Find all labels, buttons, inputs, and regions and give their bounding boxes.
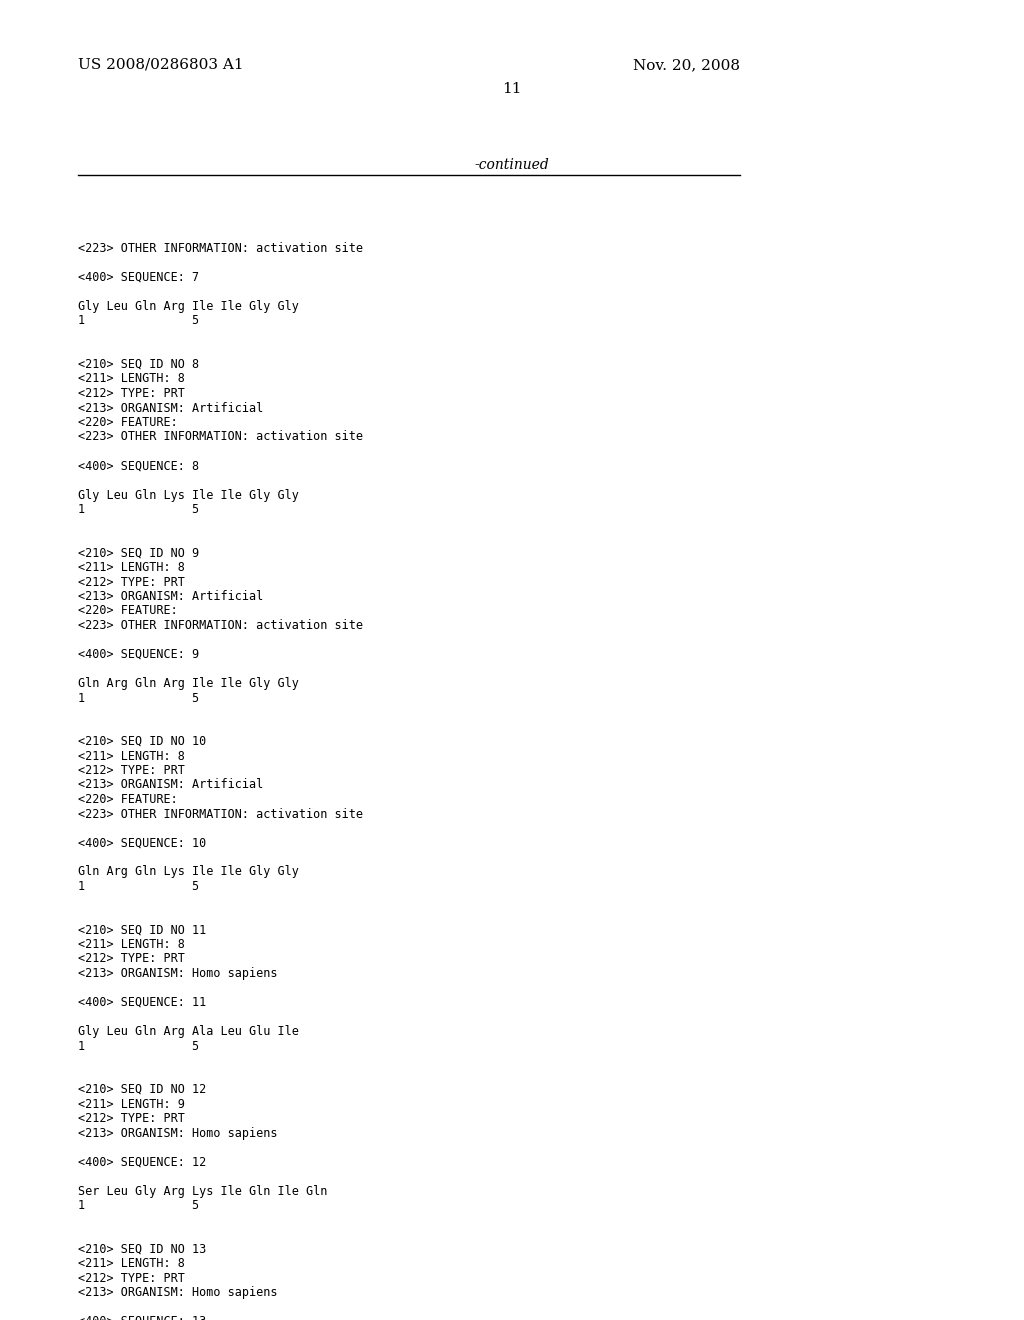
Text: <212> TYPE: PRT: <212> TYPE: PRT bbox=[78, 576, 185, 589]
Text: Ser Leu Gly Arg Lys Ile Gln Ile Gln: Ser Leu Gly Arg Lys Ile Gln Ile Gln bbox=[78, 1184, 328, 1197]
Text: <212> TYPE: PRT: <212> TYPE: PRT bbox=[78, 387, 185, 400]
Text: 1               5: 1 5 bbox=[78, 692, 199, 705]
Text: <223> OTHER INFORMATION: activation site: <223> OTHER INFORMATION: activation site bbox=[78, 242, 362, 255]
Text: <223> OTHER INFORMATION: activation site: <223> OTHER INFORMATION: activation site bbox=[78, 430, 362, 444]
Text: <400> SEQUENCE: 13: <400> SEQUENCE: 13 bbox=[78, 1315, 206, 1320]
Text: <210> SEQ ID NO 12: <210> SEQ ID NO 12 bbox=[78, 1082, 206, 1096]
Text: <220> FEATURE:: <220> FEATURE: bbox=[78, 416, 178, 429]
Text: <212> TYPE: PRT: <212> TYPE: PRT bbox=[78, 1111, 185, 1125]
Text: <211> LENGTH: 8: <211> LENGTH: 8 bbox=[78, 561, 185, 574]
Text: 1               5: 1 5 bbox=[78, 1199, 199, 1212]
Text: <212> TYPE: PRT: <212> TYPE: PRT bbox=[78, 764, 185, 777]
Text: <220> FEATURE:: <220> FEATURE: bbox=[78, 793, 178, 807]
Text: <211> LENGTH: 9: <211> LENGTH: 9 bbox=[78, 1097, 185, 1110]
Text: <211> LENGTH: 8: <211> LENGTH: 8 bbox=[78, 1257, 185, 1270]
Text: <211> LENGTH: 8: <211> LENGTH: 8 bbox=[78, 750, 185, 763]
Text: <212> TYPE: PRT: <212> TYPE: PRT bbox=[78, 953, 185, 965]
Text: <213> ORGANISM: Artificial: <213> ORGANISM: Artificial bbox=[78, 779, 263, 792]
Text: US 2008/0286803 A1: US 2008/0286803 A1 bbox=[78, 58, 244, 73]
Text: <400> SEQUENCE: 8: <400> SEQUENCE: 8 bbox=[78, 459, 199, 473]
Text: <400> SEQUENCE: 11: <400> SEQUENCE: 11 bbox=[78, 997, 206, 1008]
Text: Gly Leu Gln Arg Ala Leu Glu Ile: Gly Leu Gln Arg Ala Leu Glu Ile bbox=[78, 1026, 299, 1038]
Text: <213> ORGANISM: Homo sapiens: <213> ORGANISM: Homo sapiens bbox=[78, 1126, 278, 1139]
Text: <210> SEQ ID NO 10: <210> SEQ ID NO 10 bbox=[78, 735, 206, 748]
Text: 1               5: 1 5 bbox=[78, 880, 199, 894]
Text: Gln Arg Gln Lys Ile Ile Gly Gly: Gln Arg Gln Lys Ile Ile Gly Gly bbox=[78, 866, 299, 879]
Text: Gly Leu Gln Arg Ile Ile Gly Gly: Gly Leu Gln Arg Ile Ile Gly Gly bbox=[78, 300, 299, 313]
Text: 1               5: 1 5 bbox=[78, 314, 199, 327]
Text: <400> SEQUENCE: 7: <400> SEQUENCE: 7 bbox=[78, 271, 199, 284]
Text: <220> FEATURE:: <220> FEATURE: bbox=[78, 605, 178, 618]
Text: <210> SEQ ID NO 11: <210> SEQ ID NO 11 bbox=[78, 924, 206, 936]
Text: <213> ORGANISM: Artificial: <213> ORGANISM: Artificial bbox=[78, 590, 263, 603]
Text: <212> TYPE: PRT: <212> TYPE: PRT bbox=[78, 1271, 185, 1284]
Text: 11: 11 bbox=[502, 82, 522, 96]
Text: <210> SEQ ID NO 13: <210> SEQ ID NO 13 bbox=[78, 1242, 206, 1255]
Text: <213> ORGANISM: Artificial: <213> ORGANISM: Artificial bbox=[78, 401, 263, 414]
Text: 1               5: 1 5 bbox=[78, 503, 199, 516]
Text: <211> LENGTH: 8: <211> LENGTH: 8 bbox=[78, 939, 185, 950]
Text: <211> LENGTH: 8: <211> LENGTH: 8 bbox=[78, 372, 185, 385]
Text: Gly Leu Gln Lys Ile Ile Gly Gly: Gly Leu Gln Lys Ile Ile Gly Gly bbox=[78, 488, 299, 502]
Text: <213> ORGANISM: Homo sapiens: <213> ORGANISM: Homo sapiens bbox=[78, 968, 278, 979]
Text: <400> SEQUENCE: 9: <400> SEQUENCE: 9 bbox=[78, 648, 199, 661]
Text: Gln Arg Gln Arg Ile Ile Gly Gly: Gln Arg Gln Arg Ile Ile Gly Gly bbox=[78, 677, 299, 690]
Text: <223> OTHER INFORMATION: activation site: <223> OTHER INFORMATION: activation site bbox=[78, 619, 362, 632]
Text: <400> SEQUENCE: 12: <400> SEQUENCE: 12 bbox=[78, 1155, 206, 1168]
Text: <223> OTHER INFORMATION: activation site: <223> OTHER INFORMATION: activation site bbox=[78, 808, 362, 821]
Text: <400> SEQUENCE: 10: <400> SEQUENCE: 10 bbox=[78, 837, 206, 850]
Text: <210> SEQ ID NO 9: <210> SEQ ID NO 9 bbox=[78, 546, 199, 560]
Text: <213> ORGANISM: Homo sapiens: <213> ORGANISM: Homo sapiens bbox=[78, 1286, 278, 1299]
Text: Nov. 20, 2008: Nov. 20, 2008 bbox=[633, 58, 740, 73]
Text: -continued: -continued bbox=[475, 158, 549, 172]
Text: <210> SEQ ID NO 8: <210> SEQ ID NO 8 bbox=[78, 358, 199, 371]
Text: 1               5: 1 5 bbox=[78, 1040, 199, 1052]
